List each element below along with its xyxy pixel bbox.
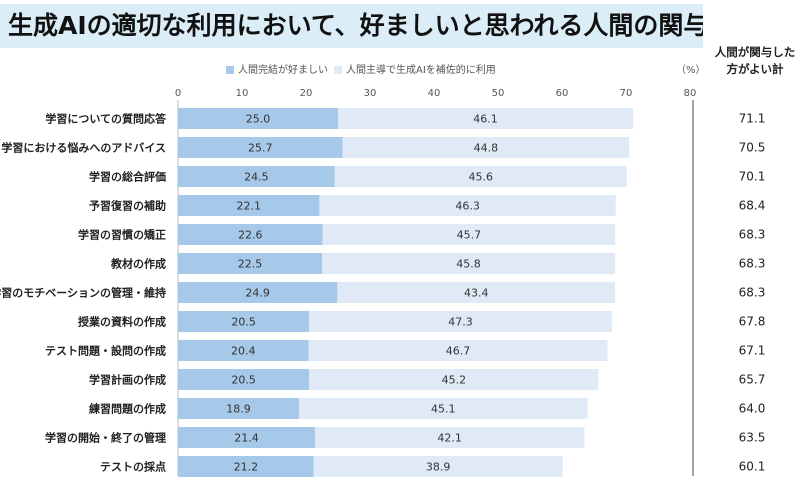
- total-value-4: 68.3: [739, 228, 766, 242]
- legend-label-series1: 人間完結が好ましい: [238, 65, 328, 76]
- x-tick-label-8: 80: [684, 88, 697, 99]
- total-value-7: 67.8: [739, 315, 766, 329]
- value-label-series2-10: 45.1: [431, 403, 456, 416]
- bar-series1-5: [178, 253, 322, 274]
- category-label-9: 学習計画の作成: [89, 373, 166, 387]
- total-value-12: 60.1: [739, 460, 766, 474]
- value-label-series2-6: 43.4: [464, 287, 489, 300]
- bar-series2-6: [337, 282, 616, 303]
- total-value-2: 70.1: [739, 170, 766, 184]
- totals-header-line1: 人間が関与した: [714, 45, 796, 59]
- category-label-0: 学習についての質問応答: [45, 112, 167, 126]
- category-label-12: テストの採点: [100, 460, 166, 474]
- legend-label-series2: 人間主導で生成AIを補佐的に利用: [346, 65, 496, 76]
- value-label-series2-7: 47.3: [448, 316, 473, 329]
- value-label-series2-9: 45.2: [442, 374, 467, 387]
- category-label-8: テスト問題・設問の作成: [45, 344, 166, 358]
- value-label-series1-7: 20.5: [231, 316, 256, 329]
- value-label-series2-1: 44.8: [474, 142, 499, 155]
- bar-series1-9: [178, 369, 310, 390]
- total-value-10: 64.0: [739, 402, 766, 416]
- category-label-2: 学習の総合評価: [89, 170, 166, 184]
- bar-series1-6: [178, 282, 338, 303]
- bar-series2-3: [319, 195, 616, 216]
- value-label-series2-2: 45.6: [468, 171, 493, 184]
- bar-series2-2: [334, 166, 627, 187]
- bar-series2-12: [313, 456, 563, 477]
- x-tick-label-6: 60: [556, 88, 569, 99]
- value-label-series2-11: 42.1: [437, 432, 462, 445]
- x-tick-label-0: 0: [175, 88, 181, 99]
- bar-series2-4: [322, 224, 616, 245]
- total-value-5: 68.3: [739, 257, 766, 271]
- bar-series1-8: [178, 340, 309, 361]
- bar-series1-11: [178, 427, 315, 448]
- bar-series2-10: [298, 398, 588, 419]
- bar-series1-10: [178, 398, 299, 419]
- value-label-series2-4: 45.7: [457, 229, 482, 242]
- x-tick-label-7: 70: [620, 88, 633, 99]
- value-label-series2-3: 46.3: [455, 200, 480, 213]
- category-label-11: 学習の開始・終了の管理: [45, 431, 166, 445]
- legend-swatch-series1: [226, 66, 234, 74]
- total-value-8: 67.1: [739, 344, 766, 358]
- bar-series2-9: [309, 369, 599, 390]
- value-label-series1-0: 25.0: [246, 113, 271, 126]
- value-label-series2-12: 38.9: [426, 461, 451, 474]
- category-label-7: 授業の資料の作成: [78, 315, 166, 329]
- x-tick-label-2: 20: [300, 88, 313, 99]
- total-value-6: 68.3: [739, 286, 766, 300]
- value-label-series1-8: 20.4: [231, 345, 256, 358]
- bar-series2-11: [314, 427, 585, 448]
- x-tick-label-3: 30: [364, 88, 377, 99]
- legend-item-series1: 人間完結が好ましい: [226, 61, 328, 76]
- category-label-3: 予習復習の補助: [89, 199, 166, 213]
- value-label-series1-2: 24.5: [244, 171, 269, 184]
- bar-series1-2: [178, 166, 335, 187]
- bar-series2-5: [322, 253, 616, 274]
- category-label-4: 学習の習慣の矯正: [78, 228, 166, 242]
- bar-series2-8: [308, 340, 608, 361]
- value-label-series1-11: 21.4: [234, 432, 259, 445]
- bar-series1-3: [178, 195, 320, 216]
- unit-label: （%）: [676, 65, 706, 76]
- bar-series1-12: [178, 456, 314, 477]
- bar-series1-4: [178, 224, 323, 245]
- totals-header: 人間が関与した 方がよい計: [712, 44, 798, 78]
- value-label-series2-8: 46.7: [446, 345, 471, 358]
- value-label-series1-6: 24.9: [245, 287, 270, 300]
- category-label-6: 学習のモチベーションの管理・維持: [0, 286, 166, 300]
- bar-series2-1: [342, 137, 630, 158]
- bar-series1-1: [178, 137, 343, 158]
- total-value-11: 63.5: [739, 431, 766, 445]
- total-value-0: 71.1: [739, 112, 766, 126]
- chart-title: 生成AIの適切な利用において、好ましいと思われる人間の関与: [0, 4, 703, 48]
- total-value-3: 68.4: [739, 199, 766, 213]
- bar-series2-0: [338, 108, 634, 129]
- x-tick-label-5: 50: [492, 88, 505, 99]
- bar-series2-7: [309, 311, 612, 332]
- value-label-series1-3: 22.1: [236, 200, 261, 213]
- x-tick-label-4: 40: [428, 88, 441, 99]
- total-value-1: 70.5: [739, 141, 766, 155]
- bar-series1-0: [178, 108, 338, 129]
- legend-item-series2: 人間主導で生成AIを補佐的に利用: [334, 61, 496, 76]
- value-label-series1-12: 21.2: [234, 461, 259, 474]
- legend-swatch-series2: [334, 66, 342, 74]
- value-label-series2-5: 45.8: [456, 258, 481, 271]
- bar-series1-7: [178, 311, 310, 332]
- category-label-10: 練習問題の作成: [89, 402, 166, 416]
- value-label-series1-4: 22.6: [238, 229, 263, 242]
- value-label-series1-5: 22.5: [238, 258, 263, 271]
- totals-header-line2: 方がよい計: [726, 62, 784, 76]
- total-value-9: 65.7: [739, 373, 766, 387]
- value-label-series1-9: 20.5: [231, 374, 256, 387]
- value-label-series2-0: 46.1: [473, 113, 498, 126]
- value-label-series1-10: 18.9: [226, 403, 251, 416]
- category-label-5: 教材の作成: [110, 257, 166, 271]
- category-label-1: 学習における悩みへのアドバイス: [1, 141, 166, 155]
- x-tick-label-1: 10: [236, 88, 249, 99]
- value-label-series1-1: 25.7: [248, 142, 273, 155]
